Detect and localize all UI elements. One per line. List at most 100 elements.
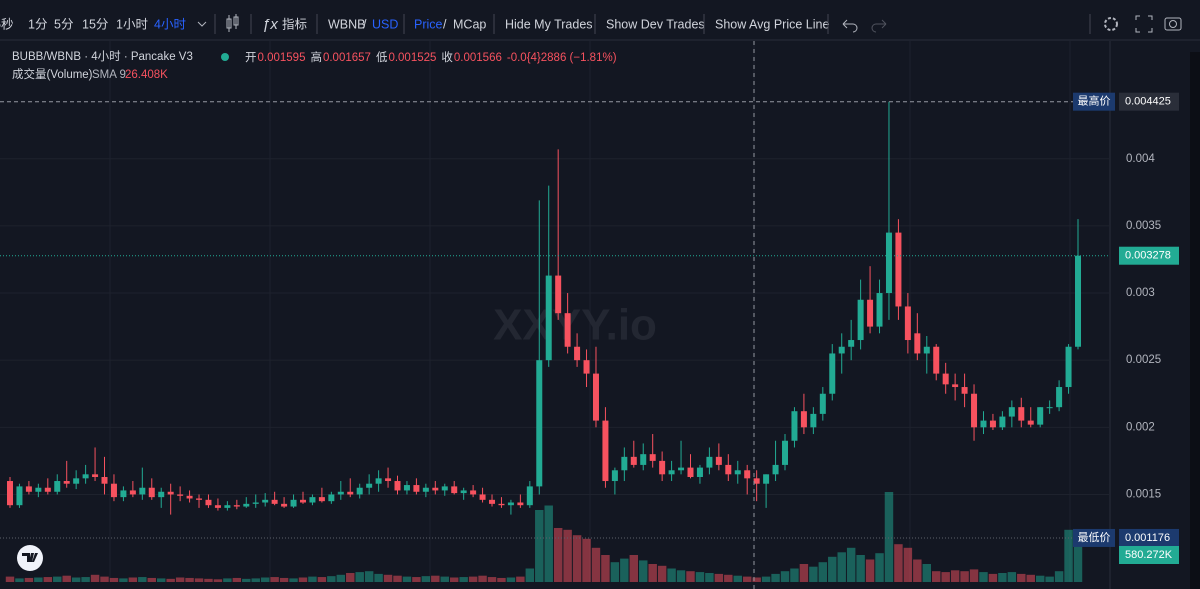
volume-bar	[308, 576, 317, 582]
candle-body	[971, 393, 978, 428]
volume-bar	[223, 578, 232, 582]
redo-icon[interactable]	[871, 19, 887, 33]
volume-bar	[478, 575, 487, 582]
interval-button[interactable]: 15分	[82, 17, 108, 31]
toolbar-button[interactable]: Show Dev Trades	[606, 17, 705, 31]
volume-bar	[960, 571, 969, 582]
toolbar-button[interactable]: Show Avg Price Line	[715, 17, 829, 31]
settings-icon[interactable]	[1104, 17, 1118, 31]
candle-body	[271, 499, 278, 504]
volume-bar	[998, 573, 1007, 582]
candle-body	[545, 275, 552, 361]
volume-bar	[572, 535, 582, 582]
candle-body	[110, 483, 117, 498]
ohlc-label: 高	[310, 50, 322, 64]
change-value: -0.0{4}2886 (−1.81%)	[507, 52, 617, 64]
candle-body	[772, 464, 779, 475]
interval-button[interactable]: 5分	[54, 17, 73, 31]
undo-icon[interactable]	[842, 19, 858, 33]
candle-body	[356, 487, 363, 495]
volume-bar	[346, 573, 355, 582]
volume-bar	[449, 577, 459, 582]
marker-tag-label: 最低价	[1078, 531, 1111, 544]
y-tick-label: 0.0015	[1126, 488, 1161, 500]
candle-body	[715, 456, 722, 465]
volume-bar	[138, 577, 147, 582]
toolbar-items: 5秒1分5分15分1小时4小时指标WBNB/USDPrice/MCapHide …	[0, 16, 829, 31]
pair-toggle[interactable]: WBNB	[328, 17, 366, 31]
candle-body	[1046, 407, 1053, 409]
toolbar-button[interactable]: Hide My Trades	[505, 17, 593, 31]
candle-body	[980, 420, 987, 428]
price-tag	[1119, 528, 1179, 547]
price-tag	[1119, 246, 1179, 265]
volume-bar	[251, 578, 260, 582]
candle-body	[867, 299, 874, 327]
fx-icon[interactable]: ƒx	[262, 16, 278, 33]
candle-body	[923, 346, 930, 354]
logo-mark	[22, 553, 38, 562]
mode-toggle[interactable]: Price	[414, 17, 443, 31]
candle-body	[347, 491, 354, 495]
volume-bar	[1054, 571, 1064, 582]
volume-bar	[979, 572, 988, 582]
volume-bar	[100, 576, 109, 582]
candle-icon[interactable]	[226, 14, 239, 32]
volume-bar	[516, 576, 525, 582]
candle-body	[848, 340, 855, 347]
candle-body	[290, 499, 297, 507]
pair-toggle[interactable]: USD	[372, 17, 398, 31]
fullscreen-icon[interactable]	[1135, 15, 1153, 33]
candle-body	[904, 306, 911, 341]
y-tick-label: 0.0035	[1126, 220, 1161, 232]
candle-body	[1008, 407, 1015, 417]
ohlc-label: 开	[245, 52, 257, 64]
mode-toggle[interactable]: MCap	[453, 17, 486, 31]
candle-body	[413, 485, 420, 492]
candle-body	[366, 483, 373, 488]
volume-bar	[412, 577, 421, 582]
candle-body	[782, 440, 789, 465]
interval-button[interactable]: 1小时	[116, 17, 148, 31]
interval-button[interactable]: 1分	[28, 17, 47, 31]
volume-bar	[364, 571, 374, 582]
candle-body	[791, 411, 798, 441]
chevron-icon[interactable]	[197, 21, 207, 27]
candle-body	[1037, 407, 1044, 425]
volume-bar	[941, 572, 950, 582]
volume-bar	[383, 574, 393, 582]
candle-body	[139, 487, 146, 495]
indicators-button[interactable]: 指标	[282, 16, 307, 31]
volume-bar	[686, 571, 695, 582]
candle-body	[696, 467, 703, 477]
volume-bar	[128, 577, 138, 582]
overlay: 0.0015 0.002 0.0025 0.003 0.0035 0.004 最高价 0.00…	[0, 41, 1179, 589]
candle-body	[479, 494, 486, 500]
volume-bar	[327, 576, 336, 582]
volume-bar	[856, 555, 865, 582]
volume-bar	[639, 560, 648, 582]
candle-body	[592, 373, 599, 421]
ohlc-label: 收	[441, 50, 453, 64]
candle-body	[489, 499, 496, 504]
candle-body	[744, 470, 751, 479]
candle-body	[460, 490, 467, 494]
toolbar-separators	[214, 14, 1091, 34]
volume-bar	[279, 577, 289, 582]
marker-tag	[1073, 528, 1115, 547]
candle-body	[564, 313, 571, 347]
candle-body	[205, 499, 212, 506]
candle-body	[829, 353, 836, 394]
candle-body	[101, 476, 108, 484]
volume-bar	[34, 577, 43, 582]
y-tick-label: 0.002	[1126, 421, 1155, 433]
pair-toggle[interactable]: /	[363, 17, 367, 31]
interval-button[interactable]: 4小时	[154, 17, 186, 31]
volume-bar	[875, 553, 884, 582]
camera-icon[interactable]	[1164, 17, 1182, 31]
interval-button[interactable]: 5秒	[0, 17, 13, 31]
mode-toggle[interactable]: /	[443, 17, 447, 31]
candle-body	[876, 293, 883, 327]
